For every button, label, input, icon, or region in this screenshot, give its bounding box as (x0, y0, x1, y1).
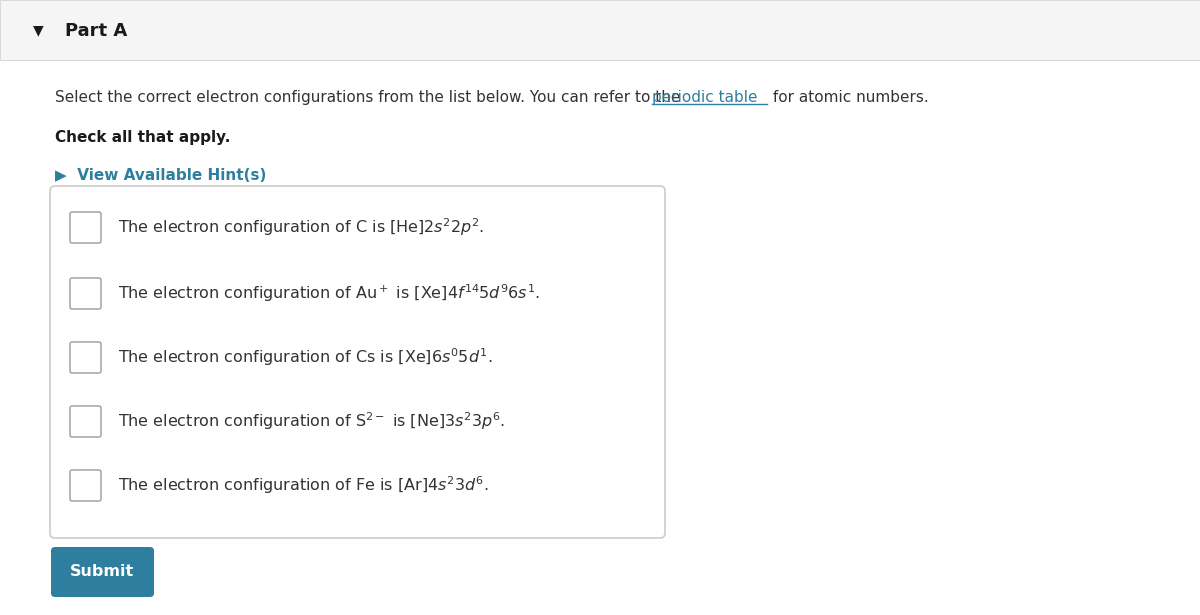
Text: Check all that apply.: Check all that apply. (55, 130, 230, 145)
Text: ▶  View Available Hint(s): ▶ View Available Hint(s) (55, 167, 266, 183)
FancyBboxPatch shape (70, 342, 101, 373)
FancyBboxPatch shape (70, 212, 101, 243)
Text: The electron configuration of Cs is $\mathrm{[Xe]}6s^{0}5d^1$.: The electron configuration of Cs is $\ma… (118, 346, 492, 368)
FancyBboxPatch shape (0, 0, 1200, 60)
Text: The electron configuration of S$^{2-}$ is $\mathrm{[Ne]}3s^2 3p^6$.: The electron configuration of S$^{2-}$ i… (118, 410, 505, 432)
Text: The electron configuration of Au$^+$ is $\mathrm{[Xe]}4f^{14}5d^{9}6s^1$.: The electron configuration of Au$^+$ is … (118, 282, 540, 304)
Text: for atomic numbers.: for atomic numbers. (768, 90, 929, 105)
Text: Select the correct electron configurations from the list below. You can refer to: Select the correct electron configuratio… (55, 90, 685, 105)
Text: periodic table: periodic table (652, 90, 757, 105)
FancyBboxPatch shape (70, 406, 101, 437)
Text: The electron configuration of C is $\mathrm{[He]}2s^2 2p^2$.: The electron configuration of C is $\mat… (118, 216, 484, 238)
Text: Submit: Submit (71, 565, 134, 579)
FancyBboxPatch shape (70, 278, 101, 309)
Text: ▼: ▼ (32, 23, 43, 38)
Text: The electron configuration of Fe is $\mathrm{[Ar]}4s^2 3d^6$.: The electron configuration of Fe is $\ma… (118, 474, 488, 496)
FancyBboxPatch shape (70, 470, 101, 501)
FancyBboxPatch shape (50, 186, 665, 538)
FancyBboxPatch shape (50, 547, 154, 597)
Text: Part A: Part A (65, 22, 127, 39)
